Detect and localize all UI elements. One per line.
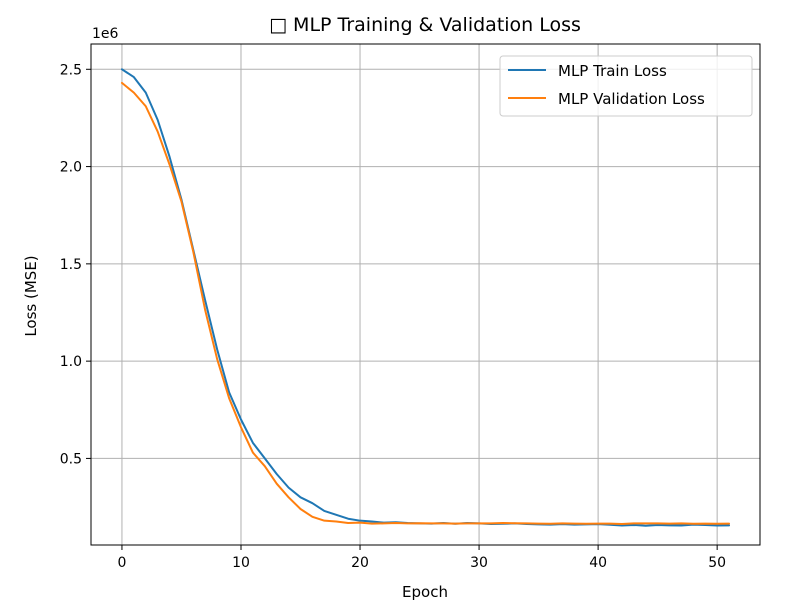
x-tick-label: 40 bbox=[589, 555, 607, 571]
x-tick-label: 50 bbox=[708, 555, 726, 571]
y-tick-label: 1.5 bbox=[60, 257, 82, 273]
grid-lines bbox=[91, 44, 760, 545]
legend-label-train: MLP Train Loss bbox=[558, 62, 667, 80]
series-lines bbox=[120, 68, 731, 527]
validation-loss-line bbox=[120, 81, 731, 525]
x-tick-label: 20 bbox=[351, 555, 369, 571]
y-tick-label: 2.5 bbox=[60, 62, 82, 78]
legend: MLP Train Loss MLP Validation Loss bbox=[499, 55, 753, 117]
legend-label-validation: MLP Validation Loss bbox=[558, 90, 705, 108]
x-tick-label: 0 bbox=[117, 555, 126, 571]
y-offset-label: 1e6 bbox=[92, 26, 119, 42]
y-tick-label: 0.5 bbox=[60, 451, 82, 467]
chart-title: □ MLP Training & Validation Loss bbox=[269, 14, 581, 36]
x-tick-label: 10 bbox=[232, 555, 250, 571]
y-tick-label: 1.0 bbox=[60, 354, 82, 370]
axis-ticks: 0 10 20 30 40 50 0.5 1.0 1.5 2.0 2.5 bbox=[60, 62, 726, 571]
x-tick-label: 30 bbox=[470, 555, 488, 571]
y-axis-label: Loss (MSE) bbox=[22, 255, 40, 336]
train-loss-line bbox=[120, 68, 731, 527]
legend-box bbox=[499, 55, 753, 117]
y-tick-label: 2.0 bbox=[60, 160, 82, 176]
x-axis-label: Epoch bbox=[402, 583, 448, 601]
plot-frame bbox=[90, 43, 761, 546]
